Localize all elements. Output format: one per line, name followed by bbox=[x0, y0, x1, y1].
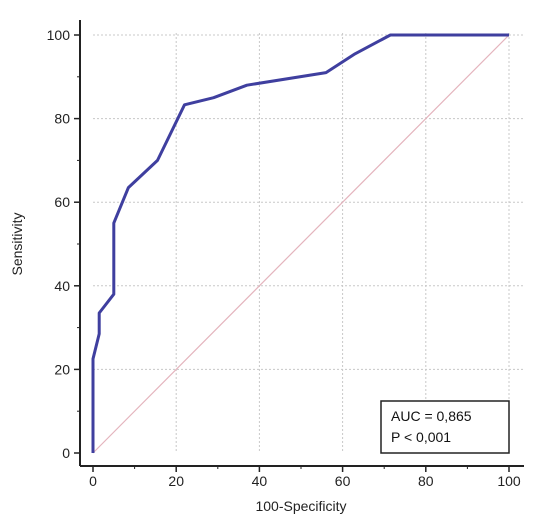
y-tick-label: 40 bbox=[54, 278, 70, 294]
x-axis-title: 100-Specificity bbox=[255, 498, 346, 514]
annotation-frame bbox=[380, 400, 510, 454]
axes bbox=[79, 20, 524, 467]
p-value-text: P < 0,001 bbox=[391, 429, 451, 445]
x-tick-label: 100 bbox=[497, 473, 521, 489]
y-tick-group: 0 20 40 60 80 100 bbox=[47, 27, 80, 461]
y-tick-label: 80 bbox=[54, 111, 70, 127]
x-tick-label: 80 bbox=[418, 473, 434, 489]
x-tick-label: 60 bbox=[335, 473, 351, 489]
y-tick-label: 100 bbox=[47, 27, 71, 43]
y-tick-label: 60 bbox=[54, 194, 70, 210]
y-axis-title: Sensitivity bbox=[9, 212, 25, 275]
roc-curve-line bbox=[91, 33, 509, 453]
y-tick-label: 20 bbox=[54, 361, 70, 377]
x-tick-label: 20 bbox=[168, 473, 184, 489]
auc-annotation-box: AUC = 0,865 P < 0,001 bbox=[380, 400, 510, 454]
auc-value-text: AUC = 0,865 bbox=[391, 408, 472, 424]
y-tick-label: 0 bbox=[62, 445, 70, 461]
reference-diagonal-line bbox=[92, 34, 510, 454]
x-tick-label: 0 bbox=[89, 473, 97, 489]
x-tick-label: 40 bbox=[252, 473, 268, 489]
x-tick-group: 0 20 40 60 80 100 bbox=[89, 466, 521, 489]
grid-lines bbox=[93, 33, 523, 453]
